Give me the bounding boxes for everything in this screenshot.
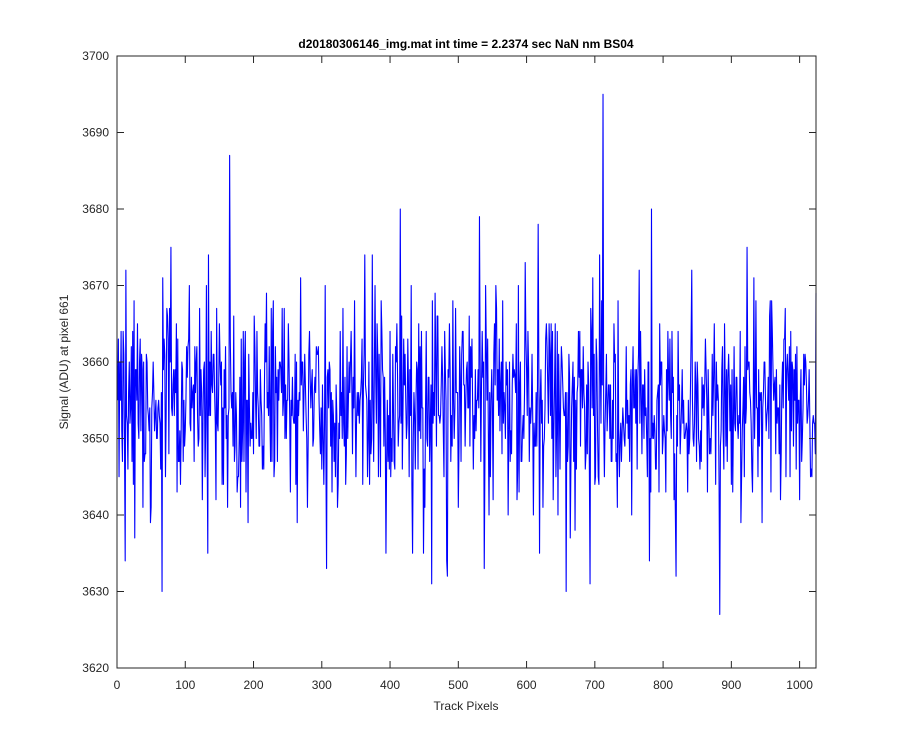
series-layer (117, 93, 817, 616)
x-tick-label: 600 (517, 678, 537, 692)
y-tick-label: 3630 (82, 585, 109, 599)
y-tick-label: 3690 (82, 126, 109, 140)
x-tick-label: 0 (114, 678, 121, 692)
y-tick-label: 3700 (82, 49, 109, 63)
axes-layer: 0 100 200 300 400 500 600 700 800 900 1000 3620 3630… (82, 49, 817, 692)
series-line-1 (117, 93, 817, 616)
x-axis-label: Track Pixels (434, 699, 499, 713)
y-tick-label: 3620 (82, 661, 109, 675)
y-axis-label: Signal (ADU) at pixel 661 (57, 294, 71, 429)
x-tick-label: 1000 (786, 678, 813, 692)
x-tick-label: 800 (653, 678, 673, 692)
x-tick-label: 200 (244, 678, 264, 692)
y-tick-label: 3640 (82, 508, 109, 522)
y-tick-label: 3680 (82, 202, 109, 216)
x-tick-label: 900 (721, 678, 741, 692)
y-tick-label: 3670 (82, 279, 109, 293)
x-tick-label: 100 (175, 678, 195, 692)
x-tick-label: 700 (585, 678, 605, 692)
x-tick-label: 300 (312, 678, 332, 692)
y-tick-label: 3650 (82, 432, 109, 446)
x-tick-label: 500 (448, 678, 468, 692)
y-tick-label: 3660 (82, 355, 109, 369)
chart-title: d20180306146_img.mat int time = 2.2374 s… (298, 37, 634, 51)
x-tick-label: 400 (380, 678, 400, 692)
